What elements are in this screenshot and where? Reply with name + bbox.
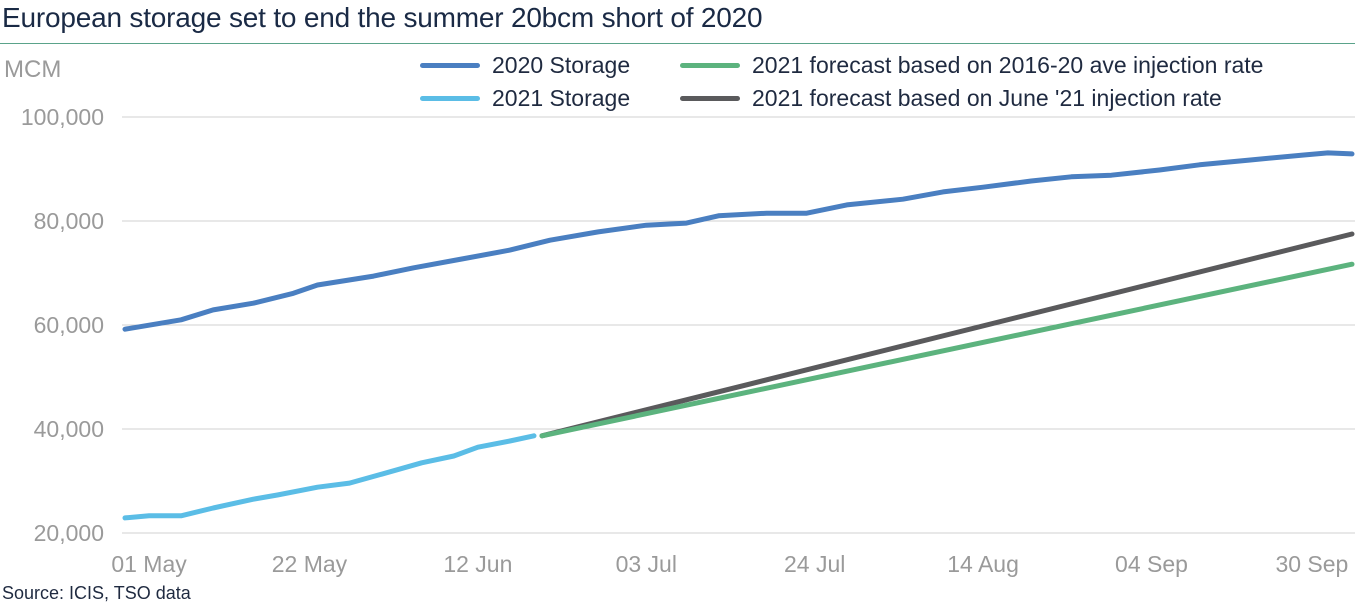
x-tick-label: 22 May <box>272 551 348 577</box>
legend-item-2021-storage: 2021 Storage <box>420 85 630 112</box>
y-tick-label: 60,000 <box>34 312 104 338</box>
legend-swatch-2020-storage <box>420 63 480 68</box>
x-tick-label: 12 Jun <box>443 551 512 577</box>
legend-label: 2020 Storage <box>492 52 631 78</box>
legend-label: 2021 forecast based on June '21 injectio… <box>752 85 1222 111</box>
series-line-2021-storage <box>122 433 537 521</box>
x-tick-label: 04 Sep <box>1115 551 1188 577</box>
source-note: Source: ICIS, TSO data <box>2 583 191 603</box>
legend-swatch-forecast-june <box>680 96 740 101</box>
x-tick-label: 03 Jul <box>616 551 677 577</box>
x-tick-label: 24 Jul <box>784 551 845 577</box>
chart-title: European storage set to end the summer 2… <box>2 2 763 33</box>
series-line-2020-storage <box>122 150 1355 332</box>
series-lines <box>122 150 1355 521</box>
gridlines <box>122 116 1355 534</box>
legend-item-forecast-average: 2021 forecast based on 2016-20 ave injec… <box>680 52 1263 79</box>
x-tick-label: 01 May <box>111 551 187 577</box>
title-divider <box>0 43 1355 44</box>
legend-item-2020-storage: 2020 Storage <box>420 52 630 79</box>
y-tick-label: 40,000 <box>34 416 104 442</box>
legend-swatch-forecast-average <box>680 63 740 68</box>
series-line-2021-forecast-based-on-june-21-injection-rate <box>539 231 1355 439</box>
legend-label: 2021 forecast based on 2016-20 ave injec… <box>752 52 1264 78</box>
y-tick-label: 20,000 <box>34 520 104 546</box>
y-tick-label: 80,000 <box>34 208 104 234</box>
y-axis-ticks: 20,000 40,000 60,000 80,000 100,000 <box>21 104 104 546</box>
y-tick-label: 100,000 <box>21 104 104 130</box>
y-axis-unit-label: MCM <box>4 56 62 83</box>
x-tick-label: 30 Sep <box>1275 551 1348 577</box>
series-line-2021-forecast-based-on-2016-20-ave-injection-rate <box>539 261 1355 439</box>
legend-swatch-2021-storage <box>420 96 480 101</box>
x-tick-label: 14 Aug <box>947 551 1019 577</box>
legend-label: 2021 Storage <box>492 85 631 111</box>
legend-item-forecast-june: 2021 forecast based on June '21 injectio… <box>680 85 1222 112</box>
x-axis-ticks: 01 May 22 May 12 Jun 03 Jul 24 Jul 14 Aug 04 S… <box>111 551 1348 577</box>
